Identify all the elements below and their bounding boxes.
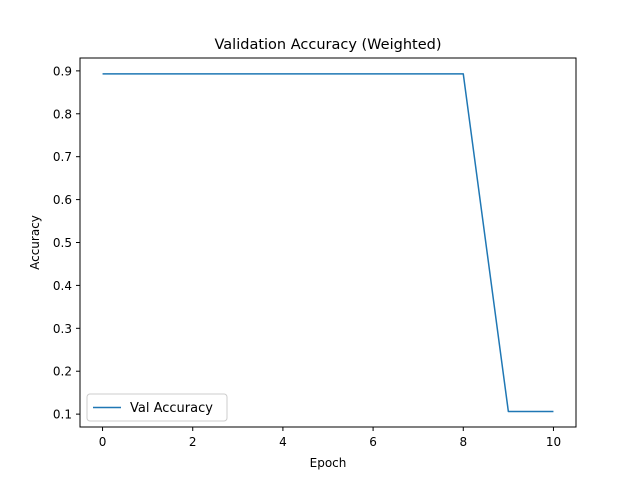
y-tick-label: 0.2 bbox=[53, 365, 72, 379]
y-tick-label: 0.3 bbox=[53, 322, 72, 336]
y-tick-label: 0.9 bbox=[53, 64, 72, 78]
y-axis-label: Accuracy bbox=[28, 215, 42, 270]
legend-box bbox=[86, 393, 228, 422]
x-tick-label: 4 bbox=[279, 435, 287, 449]
y-tick-label: 0.4 bbox=[53, 279, 72, 293]
x-tick-label: 8 bbox=[459, 435, 467, 449]
x-tick-label: 2 bbox=[189, 435, 197, 449]
x-tick-label: 10 bbox=[546, 435, 561, 449]
y-tick-label: 0.1 bbox=[53, 408, 72, 422]
legend-label: Val Accuracy bbox=[130, 401, 213, 416]
y-tick-label: 0.5 bbox=[53, 236, 72, 250]
y-tick-label: 0.8 bbox=[53, 107, 72, 121]
y-tick-label: 0.6 bbox=[53, 193, 72, 207]
x-axis-label: Epoch bbox=[310, 456, 347, 470]
x-axis-ticks: 0 2 4 6 8 10 bbox=[99, 427, 561, 449]
plot-frame bbox=[79, 57, 577, 428]
y-axis-ticks: 0.1 0.2 0.3 0.4 0.5 0.6 0.7 0.8 0.9 bbox=[53, 64, 80, 422]
series-line-val-accuracy bbox=[102, 73, 554, 413]
x-tick-label: 6 bbox=[369, 435, 377, 449]
legend: Val Accuracy bbox=[86, 393, 228, 422]
series-layer bbox=[102, 73, 554, 413]
y-tick-label: 0.7 bbox=[53, 150, 72, 164]
x-tick-label: 0 bbox=[99, 435, 107, 449]
chart-title: Validation Accuracy (Weighted) bbox=[215, 37, 442, 53]
